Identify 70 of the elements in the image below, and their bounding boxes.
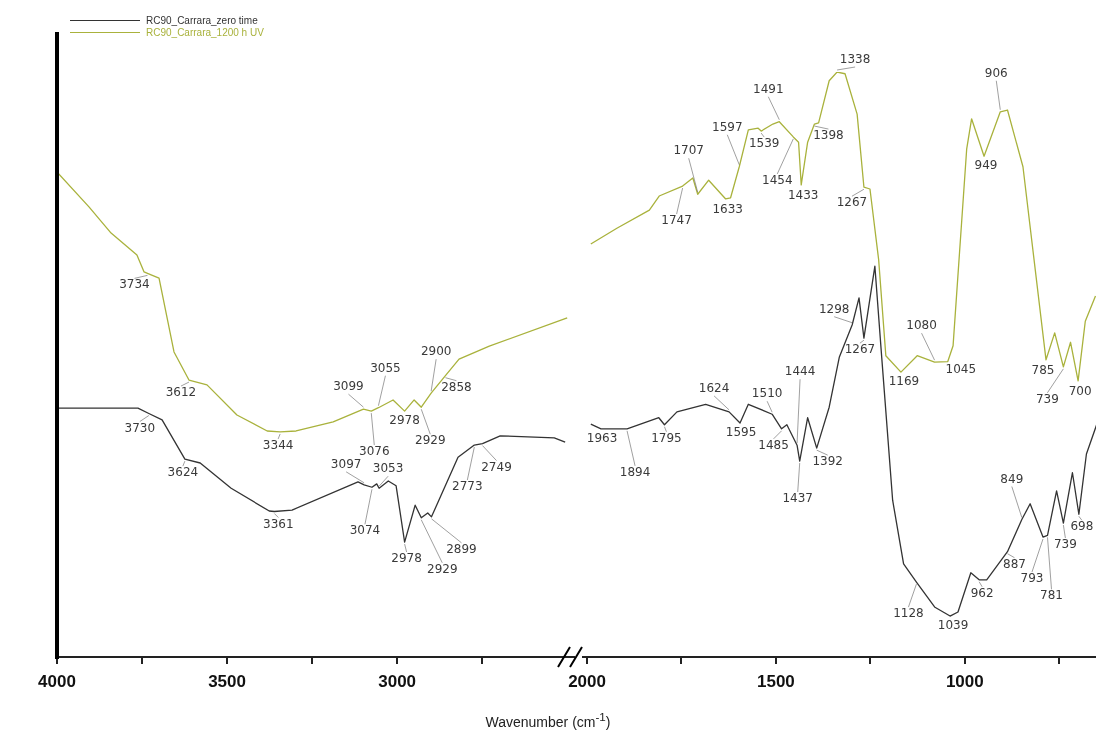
annotation: 1539 bbox=[748, 136, 780, 151]
annotation: 781 bbox=[1040, 588, 1063, 603]
annotation: 3730 bbox=[124, 420, 156, 435]
annotation: 739 bbox=[1053, 537, 1077, 552]
annotation: 849 bbox=[1000, 471, 1024, 486]
annotation: 3734 bbox=[119, 277, 150, 292]
annotation: 785 bbox=[1031, 362, 1055, 377]
text: RC90_Carrara_1200 h UV bbox=[146, 26, 264, 38]
annotation: 1595 bbox=[725, 425, 757, 440]
x-tick-label: 1500 bbox=[757, 671, 795, 691]
annotation: 1298 bbox=[818, 301, 850, 316]
annotation: 1169 bbox=[888, 374, 920, 389]
annotation: 2900 bbox=[420, 344, 452, 359]
annotation: 1633 bbox=[712, 202, 743, 217]
annotation: 1433 bbox=[787, 188, 819, 203]
x-tick-label: 4000 bbox=[38, 671, 76, 691]
annotation: 962 bbox=[970, 585, 994, 600]
annotation: 1597 bbox=[711, 119, 743, 134]
text: RC90_Carrara_zero time bbox=[146, 14, 258, 26]
annotation: 1963 bbox=[586, 430, 618, 445]
annotation: 2899 bbox=[446, 541, 477, 556]
annotation: 1338 bbox=[839, 52, 871, 67]
annotation: 1894 bbox=[619, 464, 651, 479]
x-tick-label: 3500 bbox=[208, 671, 246, 691]
annotation: 3612 bbox=[165, 385, 197, 400]
annotation: 739 bbox=[1035, 391, 1059, 406]
x-tick-label: 1000 bbox=[945, 671, 984, 691]
annotation: 2978 bbox=[389, 413, 420, 428]
annotation: 1707 bbox=[673, 143, 704, 158]
annotation: 2929 bbox=[415, 433, 446, 448]
annotation: 1392 bbox=[812, 454, 843, 469]
annotation: 1444 bbox=[784, 364, 816, 379]
annotation: 1485 bbox=[758, 437, 789, 452]
annotation: 1454 bbox=[762, 173, 793, 188]
annotation: 2978 bbox=[391, 551, 422, 566]
annotation: 1080 bbox=[906, 318, 937, 333]
annotation: 1624 bbox=[698, 381, 730, 396]
annotation: 3099 bbox=[333, 379, 364, 394]
annotation: 2749 bbox=[481, 459, 512, 474]
annotation: 3053 bbox=[372, 461, 404, 476]
annotation: 698 bbox=[1070, 519, 1094, 534]
annotation: 3624 bbox=[167, 465, 199, 480]
x-tick-label: 2000 bbox=[568, 671, 606, 691]
annotation: 3344 bbox=[262, 438, 294, 453]
annotation: 2858 bbox=[441, 379, 472, 394]
x-tick-label: 3000 bbox=[378, 671, 417, 691]
annotation: 1128 bbox=[893, 606, 924, 621]
annotation: 3074 bbox=[349, 523, 381, 538]
annotation: 1039 bbox=[937, 618, 969, 633]
annotation: 1267 bbox=[836, 195, 868, 210]
annotation: 3097 bbox=[330, 456, 362, 471]
annotation: 949 bbox=[974, 158, 998, 173]
annotation: 793 bbox=[1020, 571, 1044, 586]
annotation: 1045 bbox=[945, 361, 977, 376]
annotation: 1398 bbox=[813, 128, 844, 143]
annotation: 3361 bbox=[263, 516, 294, 531]
annotation: 1795 bbox=[651, 430, 682, 445]
annotation: 2773 bbox=[452, 479, 483, 494]
annotation: 3055 bbox=[370, 360, 401, 375]
annotation: 700 bbox=[1068, 384, 1092, 399]
annotation: 1747 bbox=[661, 213, 692, 228]
annotation: 1267 bbox=[844, 342, 876, 357]
annotation: 2929 bbox=[427, 561, 458, 576]
annotation: 1510 bbox=[751, 386, 783, 401]
annotation: 1437 bbox=[782, 491, 813, 506]
annotation: 906 bbox=[984, 65, 1008, 80]
x-axis-title: Wavenumber (cm$^{-1}$) bbox=[484, 710, 612, 730]
annotation: 3076 bbox=[359, 444, 390, 459]
annotation: 1491 bbox=[753, 81, 784, 96]
annotation: 887 bbox=[1003, 556, 1026, 571]
